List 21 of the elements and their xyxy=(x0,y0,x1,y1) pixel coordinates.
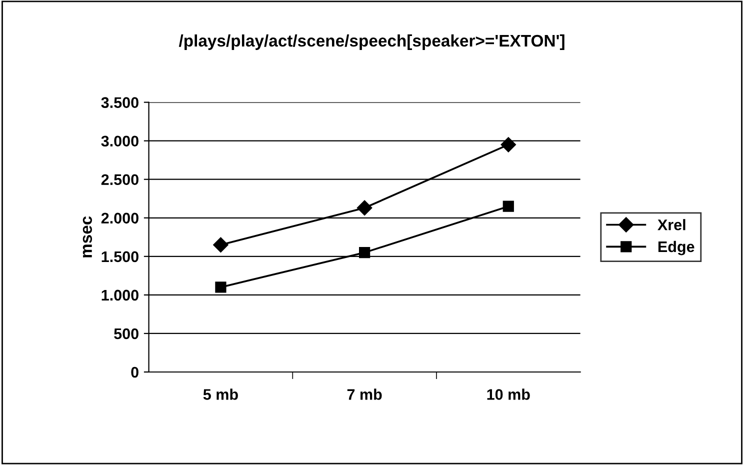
x-tick-label: 5 mb xyxy=(203,388,238,400)
y-tick-label: 2.000 xyxy=(101,212,138,224)
point xyxy=(356,200,372,216)
x-tick-label: 7 mb xyxy=(347,388,382,400)
y-tick-label: 3.000 xyxy=(101,136,138,147)
legend-label: Edge xyxy=(658,240,694,256)
legend-label: Xrel xyxy=(658,219,686,230)
y-tick-label: 2.500 xyxy=(101,174,138,186)
y-tick-label: 1.500 xyxy=(102,251,138,262)
y-tick-label: 3.500 xyxy=(101,97,138,108)
y-axis-title: msec xyxy=(82,216,92,258)
y-tick-label: 500 xyxy=(114,328,138,340)
chart-title: /plays/play/act/scene/speech[speaker>='EXTON'] xyxy=(178,34,564,50)
point xyxy=(213,237,228,252)
x-tick-label: 10 mb xyxy=(487,388,530,400)
y-tick-label: 0 xyxy=(131,366,138,378)
point xyxy=(500,137,516,152)
y-tick-label: 1.000 xyxy=(102,290,138,301)
point xyxy=(215,282,226,293)
point xyxy=(359,247,370,258)
point xyxy=(502,200,514,212)
